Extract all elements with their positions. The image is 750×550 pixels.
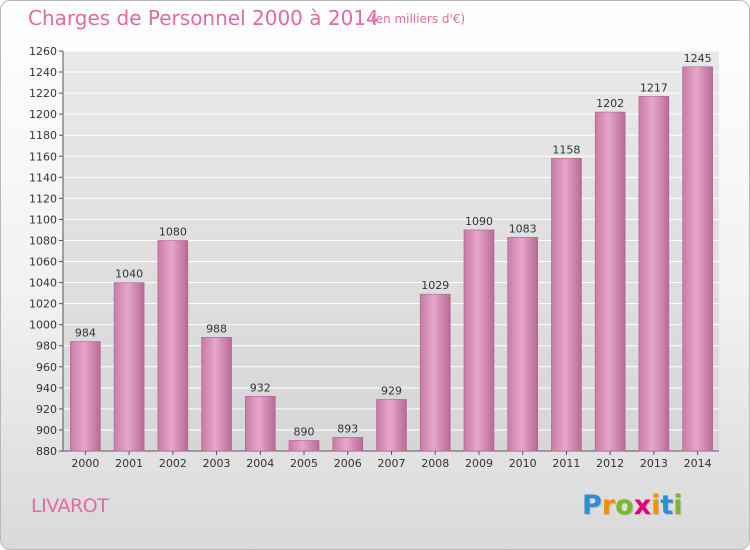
- logo-letter: t: [660, 490, 674, 521]
- bar-label-2001: 1040: [115, 268, 143, 281]
- x-tick-label: 2006: [334, 457, 362, 470]
- bar-label-2002: 1080: [159, 225, 187, 238]
- y-tick-label: 960: [36, 361, 57, 374]
- y-tick-label: 1120: [29, 192, 57, 205]
- y-tick-label: 1040: [29, 277, 57, 290]
- bar-2009: [463, 229, 495, 452]
- town-name: LIVAROT: [31, 495, 109, 517]
- y-tick-label: 1140: [29, 171, 57, 184]
- logo-letter: i: [673, 490, 683, 521]
- bar-2014: [682, 66, 713, 452]
- x-tick-label: 2011: [552, 457, 580, 470]
- x-tick-label: 2004: [246, 457, 274, 470]
- y-tick-label: 900: [36, 424, 57, 437]
- y-tick-label: 940: [36, 382, 57, 395]
- x-tick-label: 2002: [159, 457, 187, 470]
- y-tick-label: 1000: [29, 319, 57, 332]
- x-tick-label: 2003: [203, 457, 231, 470]
- bar-2008: [419, 293, 451, 452]
- y-tick-label: 1180: [29, 129, 57, 142]
- x-tick-label: 2007: [378, 457, 406, 470]
- y-tick-label: 1160: [29, 150, 57, 163]
- bar-2003: [201, 337, 232, 452]
- bar-2001: [113, 282, 145, 452]
- chart-subtitle: (en milliers d'€): [371, 12, 466, 26]
- x-tick-label: 2001: [115, 457, 143, 470]
- y-tick-label: 1240: [29, 66, 57, 79]
- logo-letter: x: [633, 490, 652, 521]
- chart-title: Charges de Personnel 2000 à 2014: [28, 6, 379, 30]
- logo-letter: P: [582, 490, 602, 521]
- bar-2000: [70, 341, 101, 452]
- logo-letter: o: [615, 490, 634, 521]
- bar-label-2014: 1245: [684, 52, 712, 65]
- y-tick-label: 1260: [29, 45, 57, 58]
- x-tick-label: 2008: [421, 457, 449, 470]
- x-tick-label: 2012: [596, 457, 624, 470]
- bar-label-2011: 1158: [552, 143, 580, 156]
- bar-label-2004: 932: [250, 381, 271, 394]
- bar-label-2005: 890: [294, 425, 315, 438]
- y-tick-label: 1080: [29, 234, 57, 247]
- x-tick-label: 2010: [509, 457, 537, 470]
- x-tick-label: 2005: [290, 457, 318, 470]
- bar-2004: [245, 395, 276, 452]
- proxiti-logo[interactable]: Proxiti: [582, 490, 683, 521]
- y-tick-label: 1200: [29, 108, 57, 121]
- y-tick-label: 1220: [29, 87, 57, 100]
- bar-label-2003: 988: [206, 322, 227, 335]
- logo-letter: i: [651, 490, 661, 521]
- y-tick-label: 980: [36, 340, 57, 353]
- bar-label-2000: 984: [75, 327, 96, 340]
- y-tick-label: 1020: [29, 298, 57, 311]
- bar-2011: [551, 158, 582, 452]
- bar-label-2008: 1029: [421, 279, 449, 292]
- bar-2002: [157, 240, 189, 452]
- bar-label-2013: 1217: [640, 81, 668, 94]
- bar-2012: [594, 111, 626, 452]
- logo-letter: r: [601, 490, 616, 521]
- bar-2010: [507, 237, 539, 452]
- bar-label-2006: 893: [337, 422, 358, 435]
- x-tick-label: 2013: [640, 457, 668, 470]
- bar-2007: [376, 399, 407, 452]
- x-tick-label: 2009: [465, 457, 493, 470]
- bar-label-2007: 929: [381, 384, 402, 397]
- bar-label-2012: 1202: [596, 97, 624, 110]
- x-tick-label: 2000: [71, 457, 99, 470]
- bar-2013: [638, 95, 670, 452]
- bar-2006: [332, 437, 364, 452]
- bar-2005: [288, 440, 320, 452]
- bar-label-2009: 1090: [465, 215, 493, 228]
- y-tick-label: 1060: [29, 256, 57, 269]
- bar-label-2010: 1083: [509, 222, 537, 235]
- y-tick-label: 1100: [29, 213, 57, 226]
- x-tick-label: 2014: [684, 457, 712, 470]
- y-tick-label: 920: [36, 403, 57, 416]
- y-tick-label: 880: [36, 445, 57, 458]
